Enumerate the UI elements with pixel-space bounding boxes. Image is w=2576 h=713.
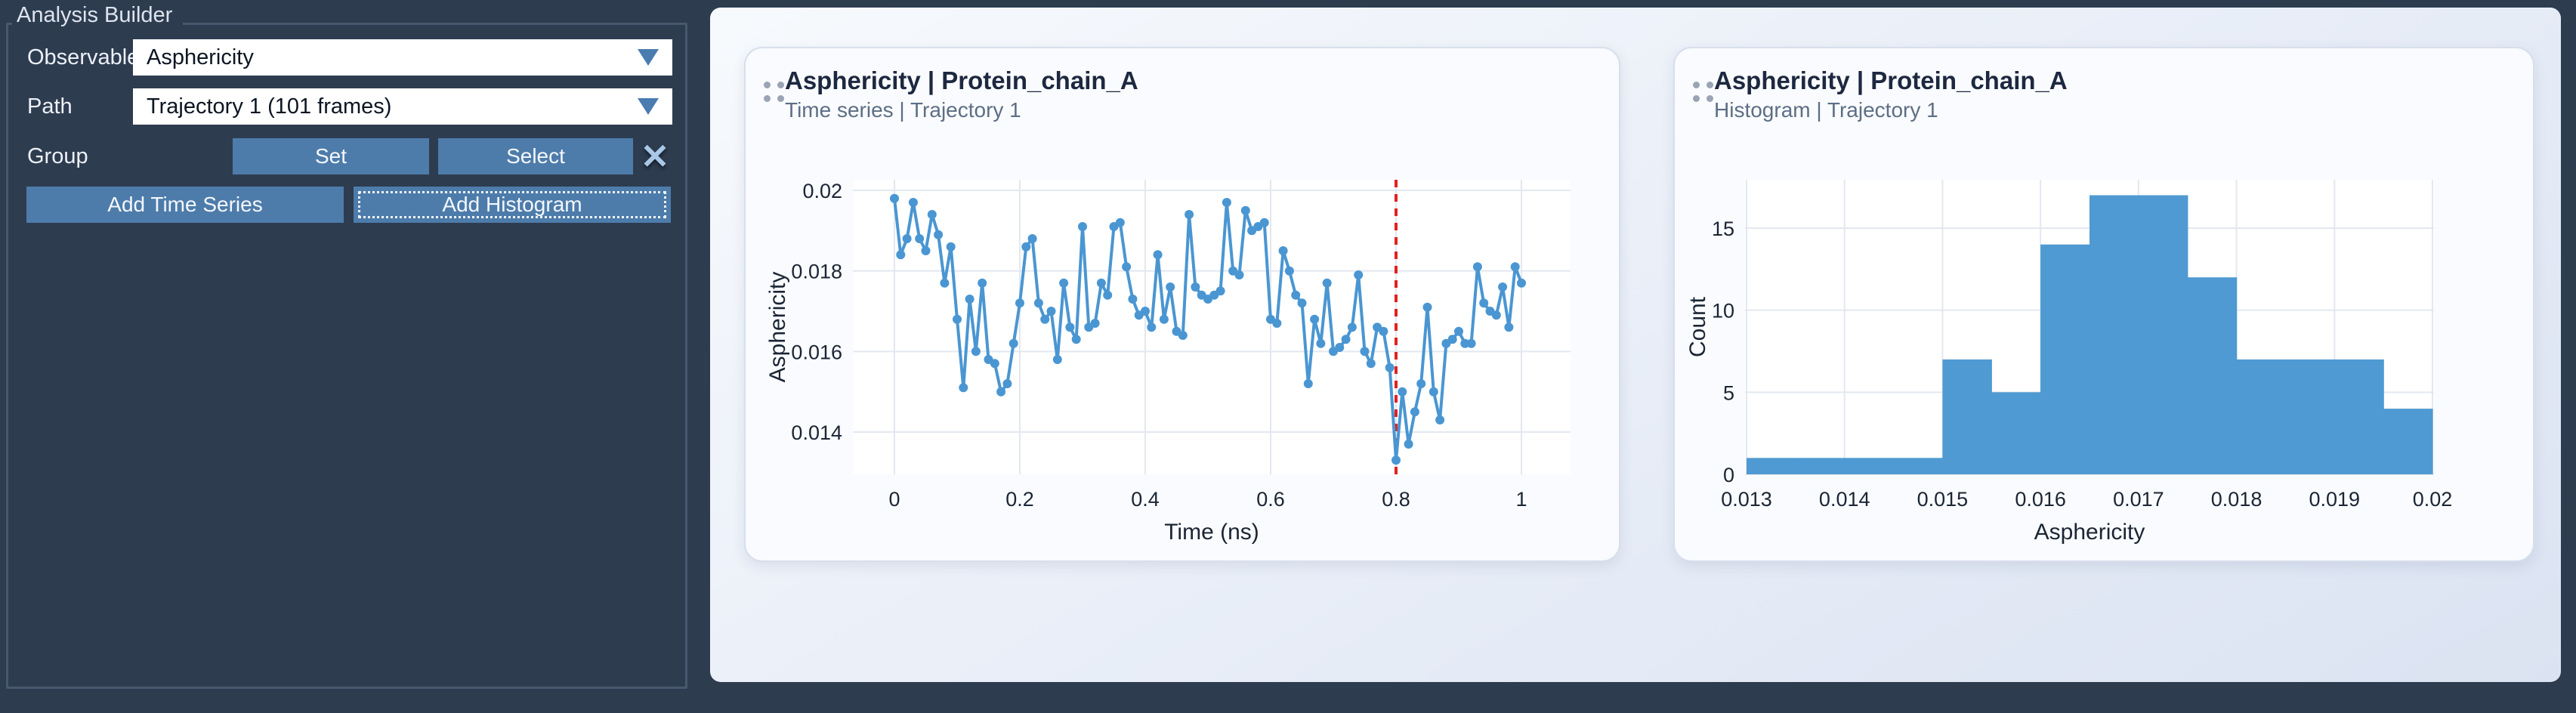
path-value: Trajectory 1 (101 frames) (147, 94, 392, 119)
chevron-down-icon (638, 98, 659, 115)
observable-label: Observable (27, 45, 140, 69)
histogram-chart[interactable]: 0 5 10 15 0.013 0.014 0.015 0.016 0.017 0.018 0.01… (1675, 160, 2536, 563)
svg-text:0.018: 0.018 (2211, 488, 2262, 511)
analysis-builder-panel (6, 23, 687, 689)
svg-text:Time (ns): Time (ns) (1164, 520, 1259, 545)
svg-text:0: 0 (888, 488, 900, 511)
card-title: Asphericity | Protein_chain_A (785, 66, 1138, 94)
svg-text:0.6: 0.6 (1256, 488, 1285, 511)
dashboard-area: Asphericity | Protein_chain_A Time serie… (710, 8, 2561, 682)
svg-text:0.018: 0.018 (791, 261, 842, 283)
chevron-down-icon (638, 49, 659, 66)
svg-text:15: 15 (1712, 218, 1734, 240)
svg-text:0: 0 (1723, 464, 1734, 486)
svg-text:0.017: 0.017 (2113, 488, 2164, 511)
time-series-chart[interactable]: 0.014 0.016 0.018 0.02 0 0.2 0.4 0.6 0.8 1 Time (n… (746, 160, 1622, 563)
svg-text:Asphericity: Asphericity (2034, 520, 2145, 545)
observable-value: Asphericity (147, 45, 254, 69)
svg-text:Count: Count (1685, 296, 1710, 357)
svg-text:0.02: 0.02 (2413, 488, 2453, 511)
svg-text:0.4: 0.4 (1131, 488, 1160, 511)
svg-text:0.016: 0.016 (791, 341, 842, 363)
svg-text:0.014: 0.014 (1819, 488, 1870, 511)
observable-dropdown[interactable]: Asphericity (133, 39, 672, 76)
panel-title: Analysis Builder (12, 3, 184, 29)
svg-text:10: 10 (1712, 300, 1734, 323)
svg-text:0.016: 0.016 (2015, 488, 2066, 511)
time-series-card: Asphericity | Protein_chain_A Time serie… (744, 47, 1620, 562)
close-icon[interactable]: ✕ (640, 137, 670, 176)
card-title: Asphericity | Protein_chain_A (1714, 66, 2068, 94)
svg-text:0.8: 0.8 (1382, 488, 1410, 511)
path-dropdown[interactable]: Trajectory 1 (101 frames) (133, 88, 672, 125)
svg-text:0.02: 0.02 (802, 180, 842, 202)
svg-text:1: 1 (1515, 488, 1527, 511)
add-time-series-button[interactable]: Add Time Series (26, 187, 344, 223)
card-subtitle: Time series | Trajectory 1 (785, 98, 1021, 122)
svg-text:5: 5 (1723, 381, 1734, 404)
svg-text:Asphericity: Asphericity (765, 272, 790, 383)
group-label: Group (27, 144, 88, 168)
card-subtitle: Histogram | Trajectory 1 (1714, 98, 1938, 122)
svg-text:0.2: 0.2 (1005, 488, 1034, 511)
histogram-card: Asphericity | Protein_chain_A Histogram … (1673, 47, 2534, 562)
drag-handle-icon[interactable] (764, 82, 784, 102)
add-histogram-button[interactable]: Add Histogram (354, 187, 671, 223)
svg-text:0.019: 0.019 (2309, 488, 2360, 511)
set-button[interactable]: Set (233, 138, 429, 174)
svg-text:0.013: 0.013 (1721, 488, 1772, 511)
drag-handle-icon[interactable] (1693, 82, 1713, 102)
select-button[interactable]: Select (438, 138, 633, 174)
svg-text:0.014: 0.014 (791, 421, 842, 444)
svg-text:0.015: 0.015 (1917, 488, 1969, 511)
path-label: Path (27, 94, 73, 119)
